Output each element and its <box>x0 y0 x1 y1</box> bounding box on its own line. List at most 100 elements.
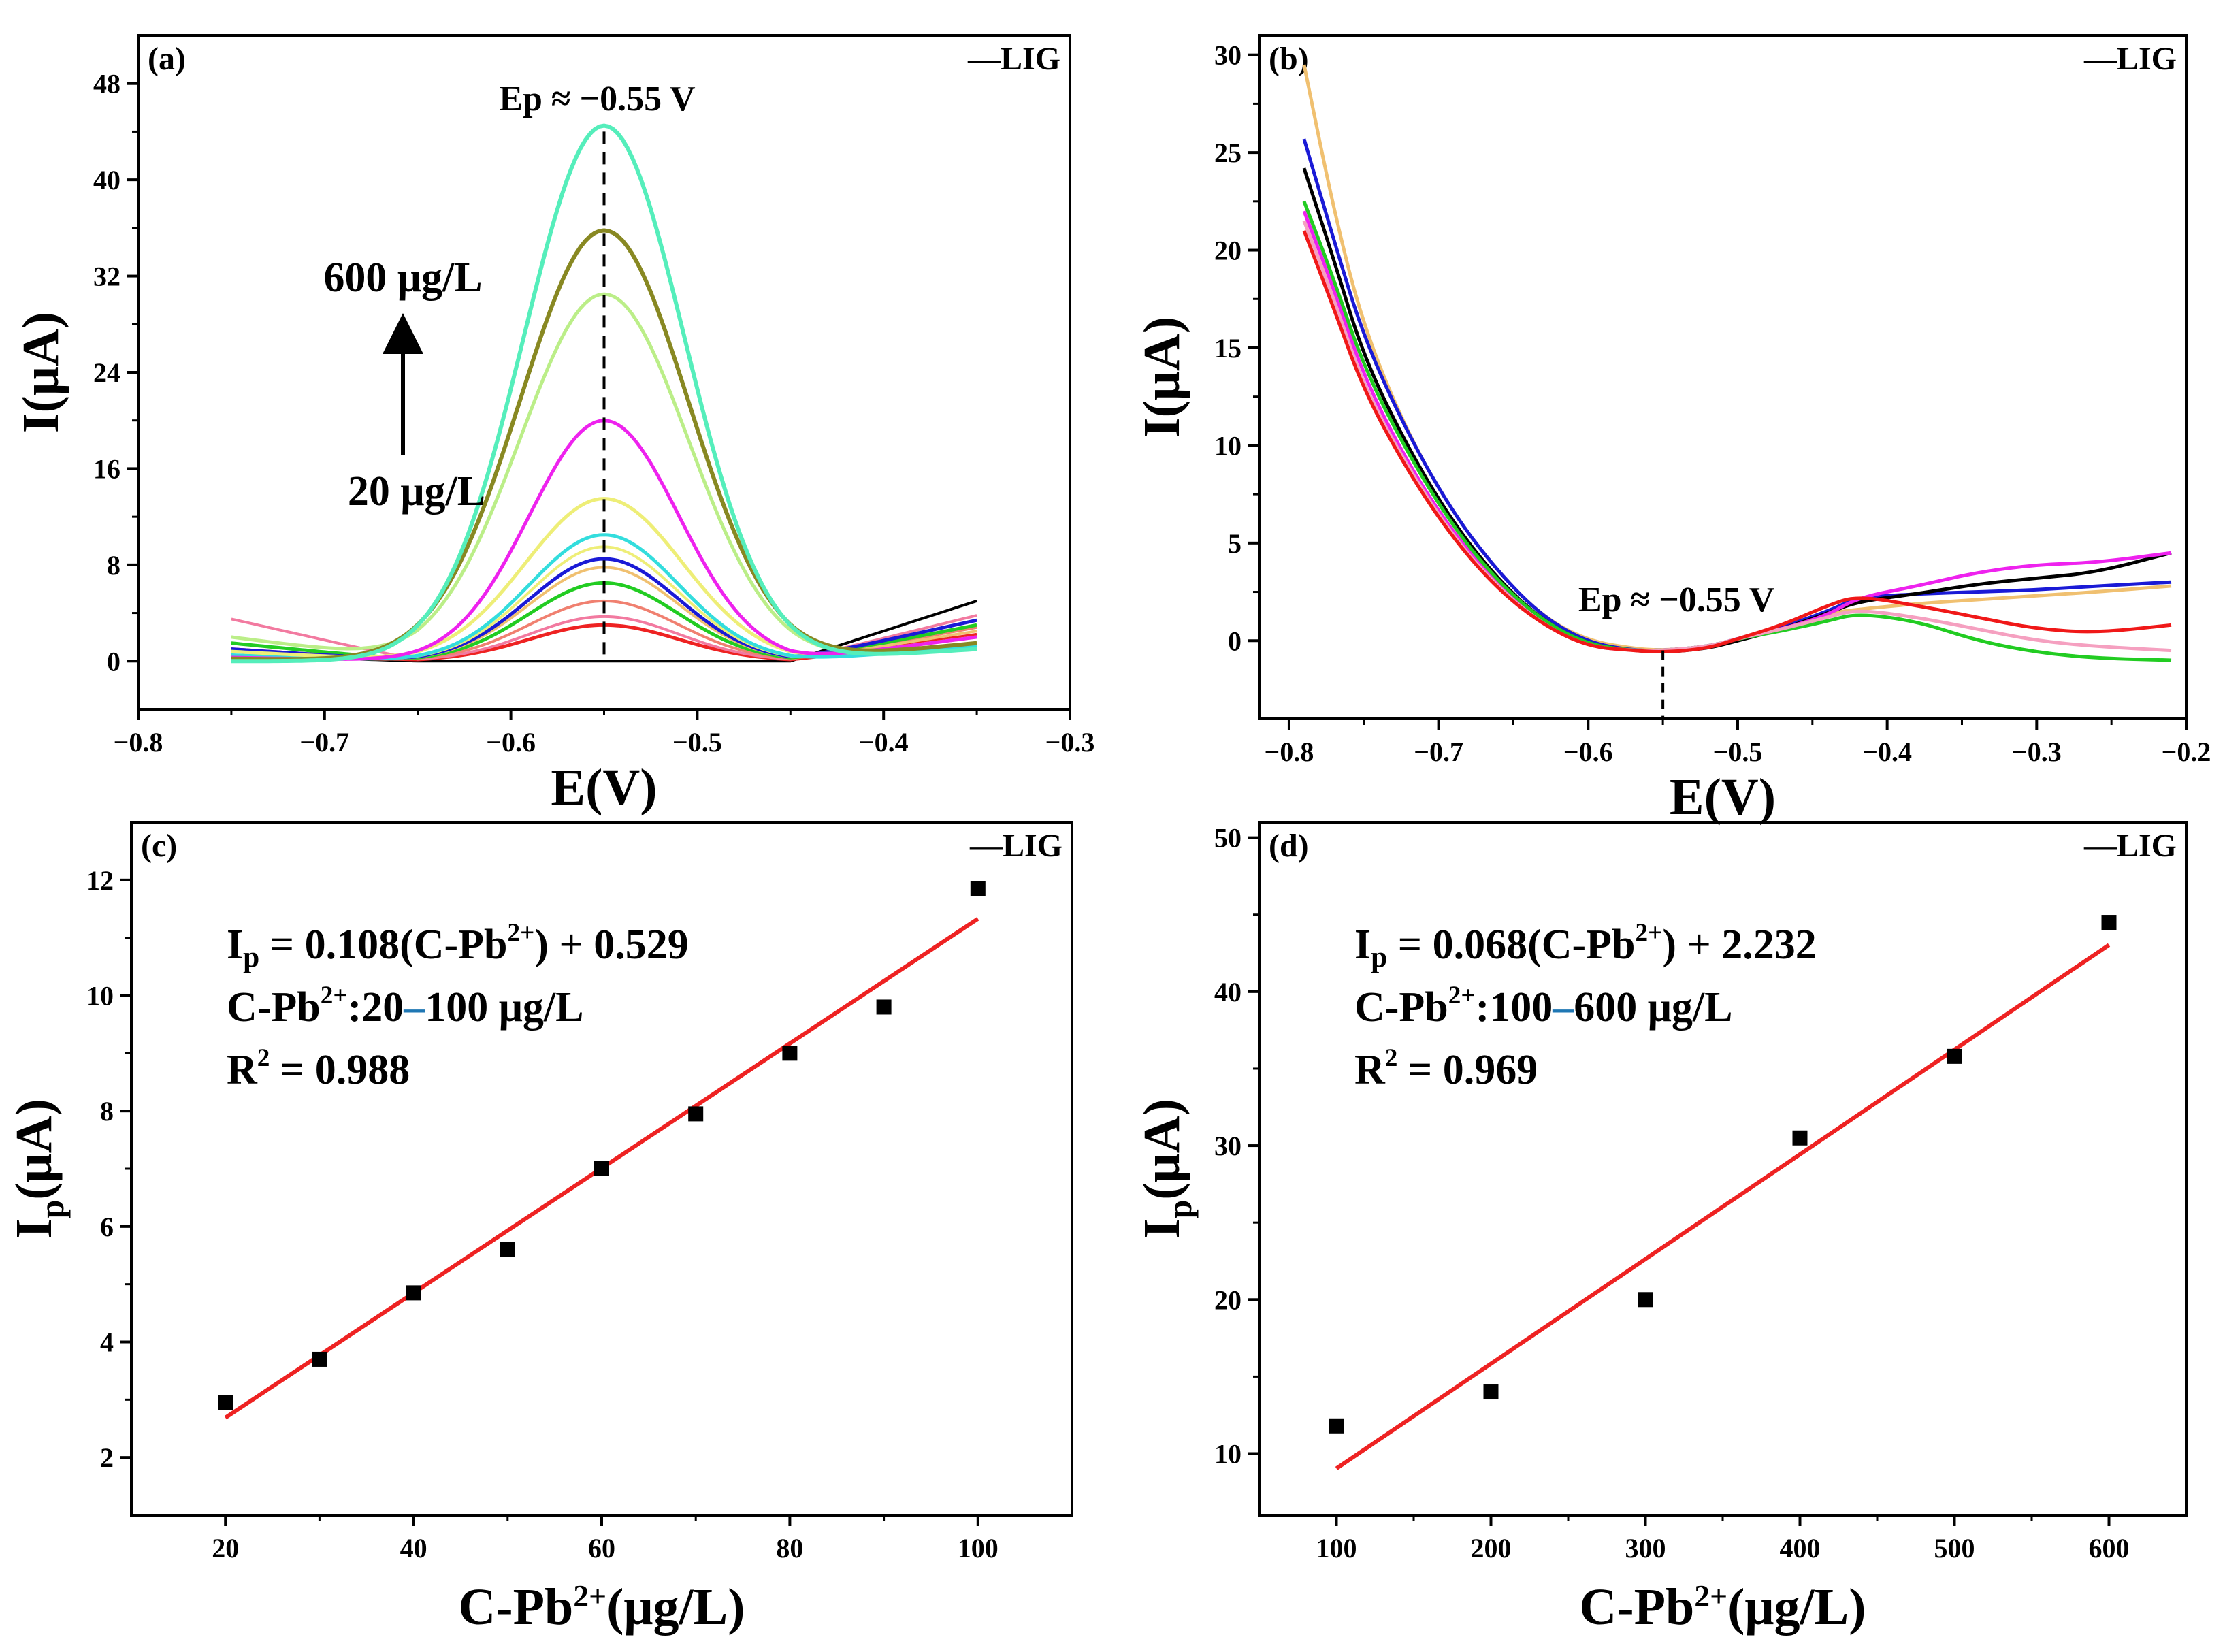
y-tick-label-c: 10 <box>86 981 114 1011</box>
fit-equation-rest: ) + 2.232 <box>1662 922 1816 968</box>
fit-r2-value: = 0.969 <box>1397 1047 1538 1093</box>
y-axis-label-c: Ip(μA) <box>5 1099 71 1239</box>
panel-b: −0.8 −0.7 −0.6 −0.5 −0.4 −0.3 −0.2 0 5 10 15 20 25 30… <box>1133 34 2211 826</box>
raw-curve-0 <box>1302 64 2172 652</box>
y-tick-label-c: 8 <box>100 1096 114 1127</box>
y-axis-label-sub: p <box>33 1200 71 1218</box>
data-point-c <box>782 1046 798 1061</box>
raw-curve-2 <box>1302 167 2172 654</box>
x-tick-label-c: 40 <box>400 1533 427 1564</box>
raw-curve-1 <box>1302 138 2172 653</box>
x-tick-label-a: −0.7 <box>299 727 349 758</box>
data-point-d <box>2101 915 2117 930</box>
fit-equation-d: Ip = 0.068(C-Pb2+) + 2.232 <box>1354 919 1817 973</box>
fit-range-sup: 2+ <box>321 982 348 1009</box>
x-tick-label-a: −0.4 <box>859 727 909 758</box>
y-tick-label-b: 10 <box>1214 430 1241 461</box>
y-tick-label-c: 12 <box>86 865 114 896</box>
data-point-c <box>876 999 892 1015</box>
fit-equation-sub: p <box>243 941 259 973</box>
fit-equation-main: = 0.108(C-Pb <box>259 922 507 968</box>
y-tick-label-a: 40 <box>93 165 120 195</box>
data-point-d <box>1638 1292 1653 1308</box>
y-tick-label-a: 24 <box>93 357 120 388</box>
x-tick-label-b: −0.5 <box>1713 736 1763 767</box>
y-tick-label-d: 50 <box>1214 823 1241 854</box>
x-axis-label-c-sup: 2+ <box>573 1578 606 1613</box>
y-tick-label-c: 4 <box>100 1327 114 1358</box>
y-tick-label-a: 16 <box>93 453 120 484</box>
peak-annotation-a: Ep ≈ −0.55 V <box>499 80 695 118</box>
fit-equation-I: I <box>1354 922 1371 968</box>
fit-equation-main: = 0.068(C-Pb <box>1387 922 1635 968</box>
y-tick-label-d: 30 <box>1214 1131 1241 1161</box>
fit-range-start: :100 <box>1476 984 1553 1031</box>
legend-entry-a: —LIG <box>967 41 1060 77</box>
raw-curve-6 <box>1302 229 2172 654</box>
panel-label-b: (b) <box>1269 41 1309 77</box>
fit-r2-d: R2 = 0.969 <box>1354 1044 1538 1093</box>
y-axis-label-d: Ip(μA) <box>1133 1099 1199 1239</box>
y-axis-label-rest: (μA) <box>1133 1099 1190 1200</box>
y-tick-label-b: 25 <box>1214 137 1241 168</box>
data-point-d <box>1329 1418 1344 1434</box>
x-tick-label-c: 80 <box>776 1533 803 1564</box>
fit-range-start: :20 <box>348 984 404 1031</box>
x-tick-label-b: −0.3 <box>2012 736 2062 767</box>
x-tick-label-d: 100 <box>1316 1533 1357 1564</box>
x-axis-label-d-main: C-Pb <box>1579 1578 1694 1636</box>
fit-r2-R: R <box>227 1047 258 1093</box>
y-tick-label-b: 15 <box>1214 333 1241 363</box>
x-tick-label-a: −0.6 <box>486 727 536 758</box>
data-point-d <box>1483 1384 1499 1400</box>
x-axis-label-b: E(V) <box>1670 768 1776 826</box>
y-tick-label-b: 5 <box>1228 528 1241 559</box>
dpv-curve-13 <box>231 123 977 664</box>
peak-annotation-b: Ep ≈ −0.55 V <box>1578 581 1774 619</box>
x-tick-label-a: −0.8 <box>114 727 163 758</box>
x-axis-label-c: C-Pb2+(μg/L) <box>458 1578 745 1636</box>
x-axis-label-d: C-Pb2+(μg/L) <box>1579 1578 1866 1636</box>
x-axis-label-d-sup: 2+ <box>1694 1578 1727 1613</box>
y-tick-label-c: 6 <box>100 1212 114 1242</box>
x-tick-label-b: −0.8 <box>1265 736 1314 767</box>
x-axis-label-a: E(V) <box>551 759 657 816</box>
dpv-curve-8 <box>231 533 977 661</box>
y-tick-label-c: 2 <box>100 1442 114 1473</box>
panel-a: −0.8 −0.7 −0.6 −0.5 −0.4 −0.3 0 8 16 24 32 40 48 (a) —… <box>12 34 1094 816</box>
fit-range-dash: – <box>403 984 425 1031</box>
data-point-c <box>218 1395 233 1410</box>
fit-r2-sup: 2 <box>1385 1044 1398 1072</box>
fit-range-c: C-Pb2+:20–100 μg/L <box>227 982 583 1031</box>
legend-entry-c: —LIG <box>969 828 1062 864</box>
arrow-top-label: 600 μg/L <box>323 255 482 301</box>
y-tick-label-b: 30 <box>1214 40 1241 71</box>
legend-entry-d: —LIG <box>2083 828 2177 864</box>
fit-equation-c: Ip = 0.108(C-Pb2+) + 0.529 <box>227 919 689 973</box>
panel-label-d: (d) <box>1269 828 1309 864</box>
y-tick-label-a: 0 <box>107 646 120 677</box>
data-point-d <box>1792 1130 1808 1146</box>
fit-r2-value: = 0.988 <box>270 1047 410 1093</box>
x-tick-label-a: −0.5 <box>672 727 722 758</box>
data-point-c <box>688 1106 704 1122</box>
fit-r2-R: R <box>1354 1047 1386 1093</box>
y-tick-label-b: 20 <box>1214 236 1241 266</box>
fit-range-dash: – <box>1552 984 1574 1031</box>
x-tick-label-d: 200 <box>1471 1533 1512 1564</box>
fit-range-end: 600 μg/L <box>1574 984 1732 1031</box>
x-tick-label-d: 600 <box>2089 1533 2130 1564</box>
y-axis-label-sub: p <box>1161 1200 1199 1218</box>
data-point-c <box>970 881 986 896</box>
data-point-c <box>406 1285 421 1301</box>
y-tick-label-a: 8 <box>107 550 120 581</box>
fit-equation-sup: 2+ <box>508 919 535 947</box>
x-tick-label-b: −0.6 <box>1563 736 1613 767</box>
x-tick-label-c: 20 <box>212 1533 239 1564</box>
fit-equation-I: I <box>227 922 243 968</box>
fit-equation-sub: p <box>1371 941 1387 973</box>
x-tick-label-d: 300 <box>1625 1533 1666 1564</box>
x-tick-label-b: −0.4 <box>1862 736 1912 767</box>
panel-label-a: (a) <box>148 41 186 77</box>
